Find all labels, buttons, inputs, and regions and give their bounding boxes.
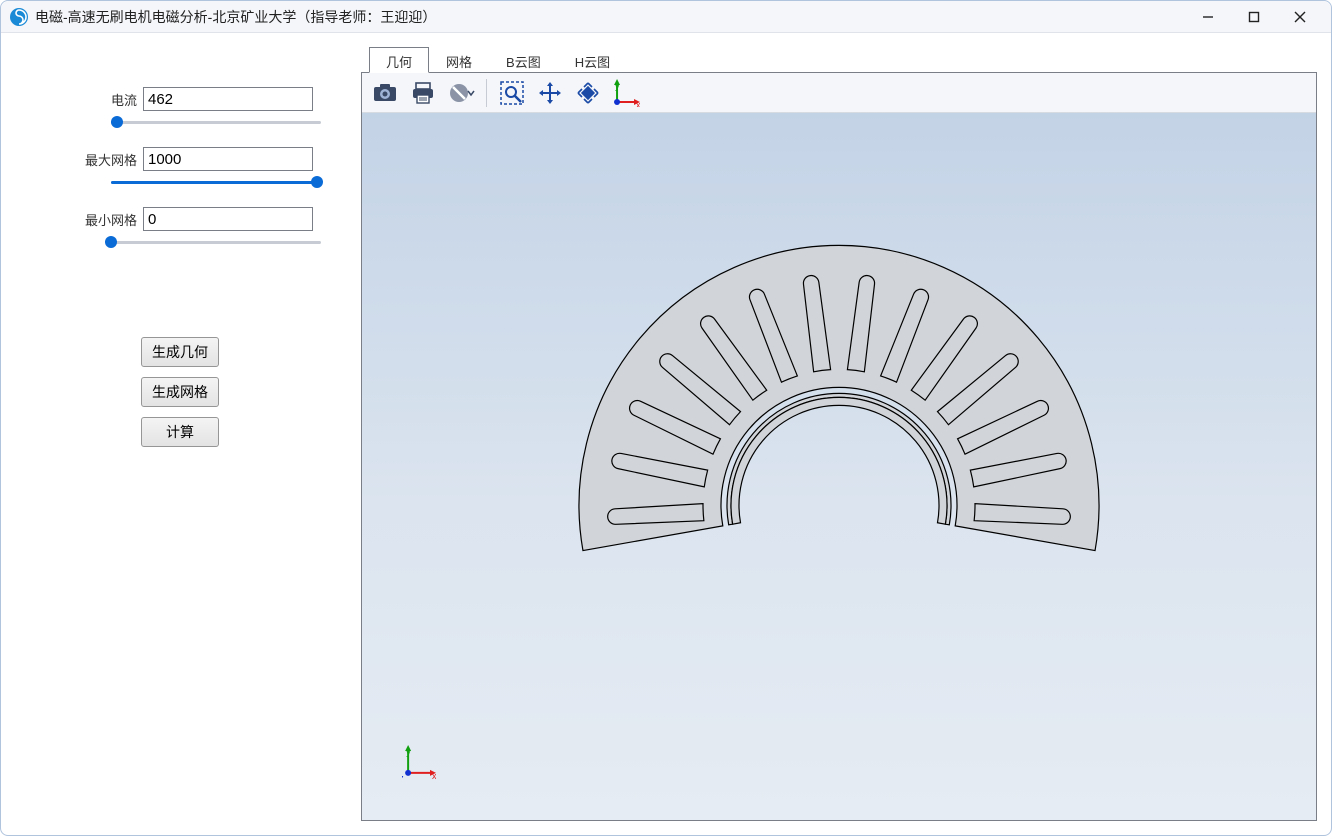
tab-1[interactable]: 网格 [429, 47, 489, 73]
sidebar: 电流 最大网格 [1, 47, 361, 821]
main-area: 几何网格B云图H云图 x y z [361, 47, 1317, 821]
max-mesh-slider[interactable] [111, 175, 321, 179]
svg-text:x: x [636, 99, 640, 106]
svg-text:y: y [615, 81, 620, 91]
tab-3[interactable]: H云图 [558, 47, 627, 73]
app-icon [9, 7, 29, 27]
tab-2[interactable]: B云图 [489, 47, 558, 73]
param-min-mesh: 最小网格 [81, 207, 321, 239]
minimize-button[interactable] [1185, 2, 1231, 32]
param-label: 电流 [81, 90, 137, 109]
maximize-button[interactable] [1231, 2, 1277, 32]
generate-geometry-button[interactable]: 生成几何 [141, 337, 219, 367]
svg-text:x: x [432, 771, 436, 779]
generate-mesh-button[interactable]: 生成网格 [141, 377, 219, 407]
close-button[interactable] [1277, 2, 1323, 32]
geometry-canvas[interactable]: x y z [362, 113, 1316, 820]
tab-bar: 几何网格B云图H云图 [361, 47, 1317, 73]
min-mesh-slider[interactable] [111, 235, 321, 239]
param-current: 电流 [81, 87, 321, 119]
toolbar-separator [486, 79, 487, 107]
window-title: 电磁-高速无刷电机电磁分析-北京矿业大学（指导老师：王迎迎） [35, 7, 436, 27]
axes-icon[interactable]: x y z [609, 76, 643, 110]
viewer-panel: x y z x y z [361, 72, 1317, 821]
rotate-icon[interactable] [571, 76, 605, 110]
camera-icon[interactable] [368, 76, 402, 110]
svg-text:y: y [406, 747, 411, 757]
action-buttons: 生成几何 生成网格 计算 [81, 337, 321, 447]
app-window: 电磁-高速无刷电机电磁分析-北京矿业大学（指导老师：王迎迎） 电流 最大 [0, 0, 1332, 836]
print-icon[interactable] [406, 76, 440, 110]
current-input[interactable] [143, 87, 313, 111]
titlebar: 电磁-高速无刷电机电磁分析-北京矿业大学（指导老师：王迎迎） [1, 1, 1331, 33]
current-slider[interactable] [111, 115, 321, 119]
param-label: 最大网格 [81, 150, 137, 169]
param-max-mesh: 最大网格 [81, 147, 321, 179]
zoom-box-icon[interactable] [495, 76, 529, 110]
client-area: 电流 最大网格 [1, 33, 1331, 835]
param-label: 最小网格 [81, 210, 137, 229]
calculate-button[interactable]: 计算 [141, 417, 219, 447]
pan-icon[interactable] [533, 76, 567, 110]
max-mesh-input[interactable] [143, 147, 313, 171]
viewer-toolbar: x y z [362, 73, 1316, 113]
tab-0[interactable]: 几何 [369, 47, 429, 73]
axes-triad: x y z [402, 745, 436, 784]
svg-text:z: z [402, 773, 404, 779]
min-mesh-input[interactable] [143, 207, 313, 231]
svg-text:z: z [612, 101, 613, 106]
clear-icon[interactable] [444, 76, 478, 110]
